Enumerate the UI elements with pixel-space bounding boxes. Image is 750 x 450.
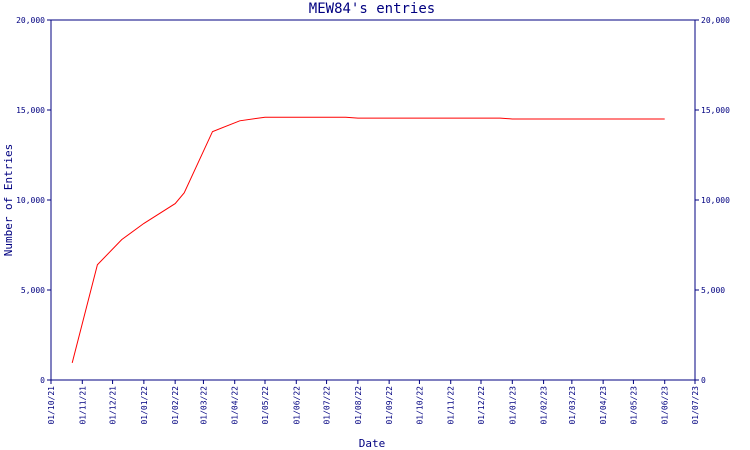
y-tick-label-right: 15,000 [701,106,730,115]
x-tick-label: 01/10/22 [415,386,424,425]
x-tick-label: 01/10/21 [47,386,56,425]
x-axis: 01/10/21 01/11/21 01/12/21 01/01/22 01/02/22… [47,380,700,425]
x-tick-label: 01/08/22 [354,386,363,425]
x-tick-label: 01/06/23 [661,386,670,425]
series-layer [71,116,665,364]
y-tick-label-left: 10,000 [16,196,45,205]
y-tick-label-left: 20,000 [16,16,45,25]
y-tick-label-right: 20,000 [701,16,730,25]
x-tick-label: 01/06/22 [292,386,301,425]
x-tick-label: 01/04/22 [231,386,240,425]
x-tick-label: 01/11/21 [78,386,87,425]
x-axis-label: Date [359,437,386,450]
y-tick-label-right: 5,000 [701,286,725,295]
y-axis-left: 0 5,000 10,000 15,000 20,000 [16,16,51,385]
x-tick-label: 01/11/22 [447,386,456,425]
y-axis-label: Number of Entries [2,144,15,257]
x-tick-label: 01/05/22 [261,386,270,425]
x-tick-label: 01/05/23 [629,386,638,425]
x-tick-label: 01/04/23 [599,386,608,425]
y-axis-right: 0 5,000 10,000 15,000 20,000 [695,16,730,385]
chart-title: MEW84's entries [309,1,435,17]
y-tick-label-left: 5,000 [21,286,45,295]
x-tick-label: 01/12/21 [109,386,118,425]
x-tick-label: 01/07/23 [691,386,700,425]
x-tick-label: 01/09/22 [385,386,394,425]
x-tick-label: 01/03/22 [199,386,208,425]
series-line [71,116,665,364]
plot-frame [50,19,696,381]
y-tick-label-right: 10,000 [701,196,730,205]
x-tick-label: 01/03/23 [568,386,577,425]
y-tick-label-right: 0 [701,376,706,385]
y-tick-label-left: 15,000 [16,106,45,115]
x-tick-label: 01/12/22 [477,386,486,425]
x-tick-label: 01/07/22 [323,386,332,425]
x-tick-label: 01/01/23 [508,386,517,425]
x-tick-label: 01/01/22 [140,386,149,425]
y-tick-label-left: 0 [40,376,45,385]
x-tick-label: 01/02/23 [540,386,549,425]
x-tick-label: 01/02/22 [171,386,180,425]
